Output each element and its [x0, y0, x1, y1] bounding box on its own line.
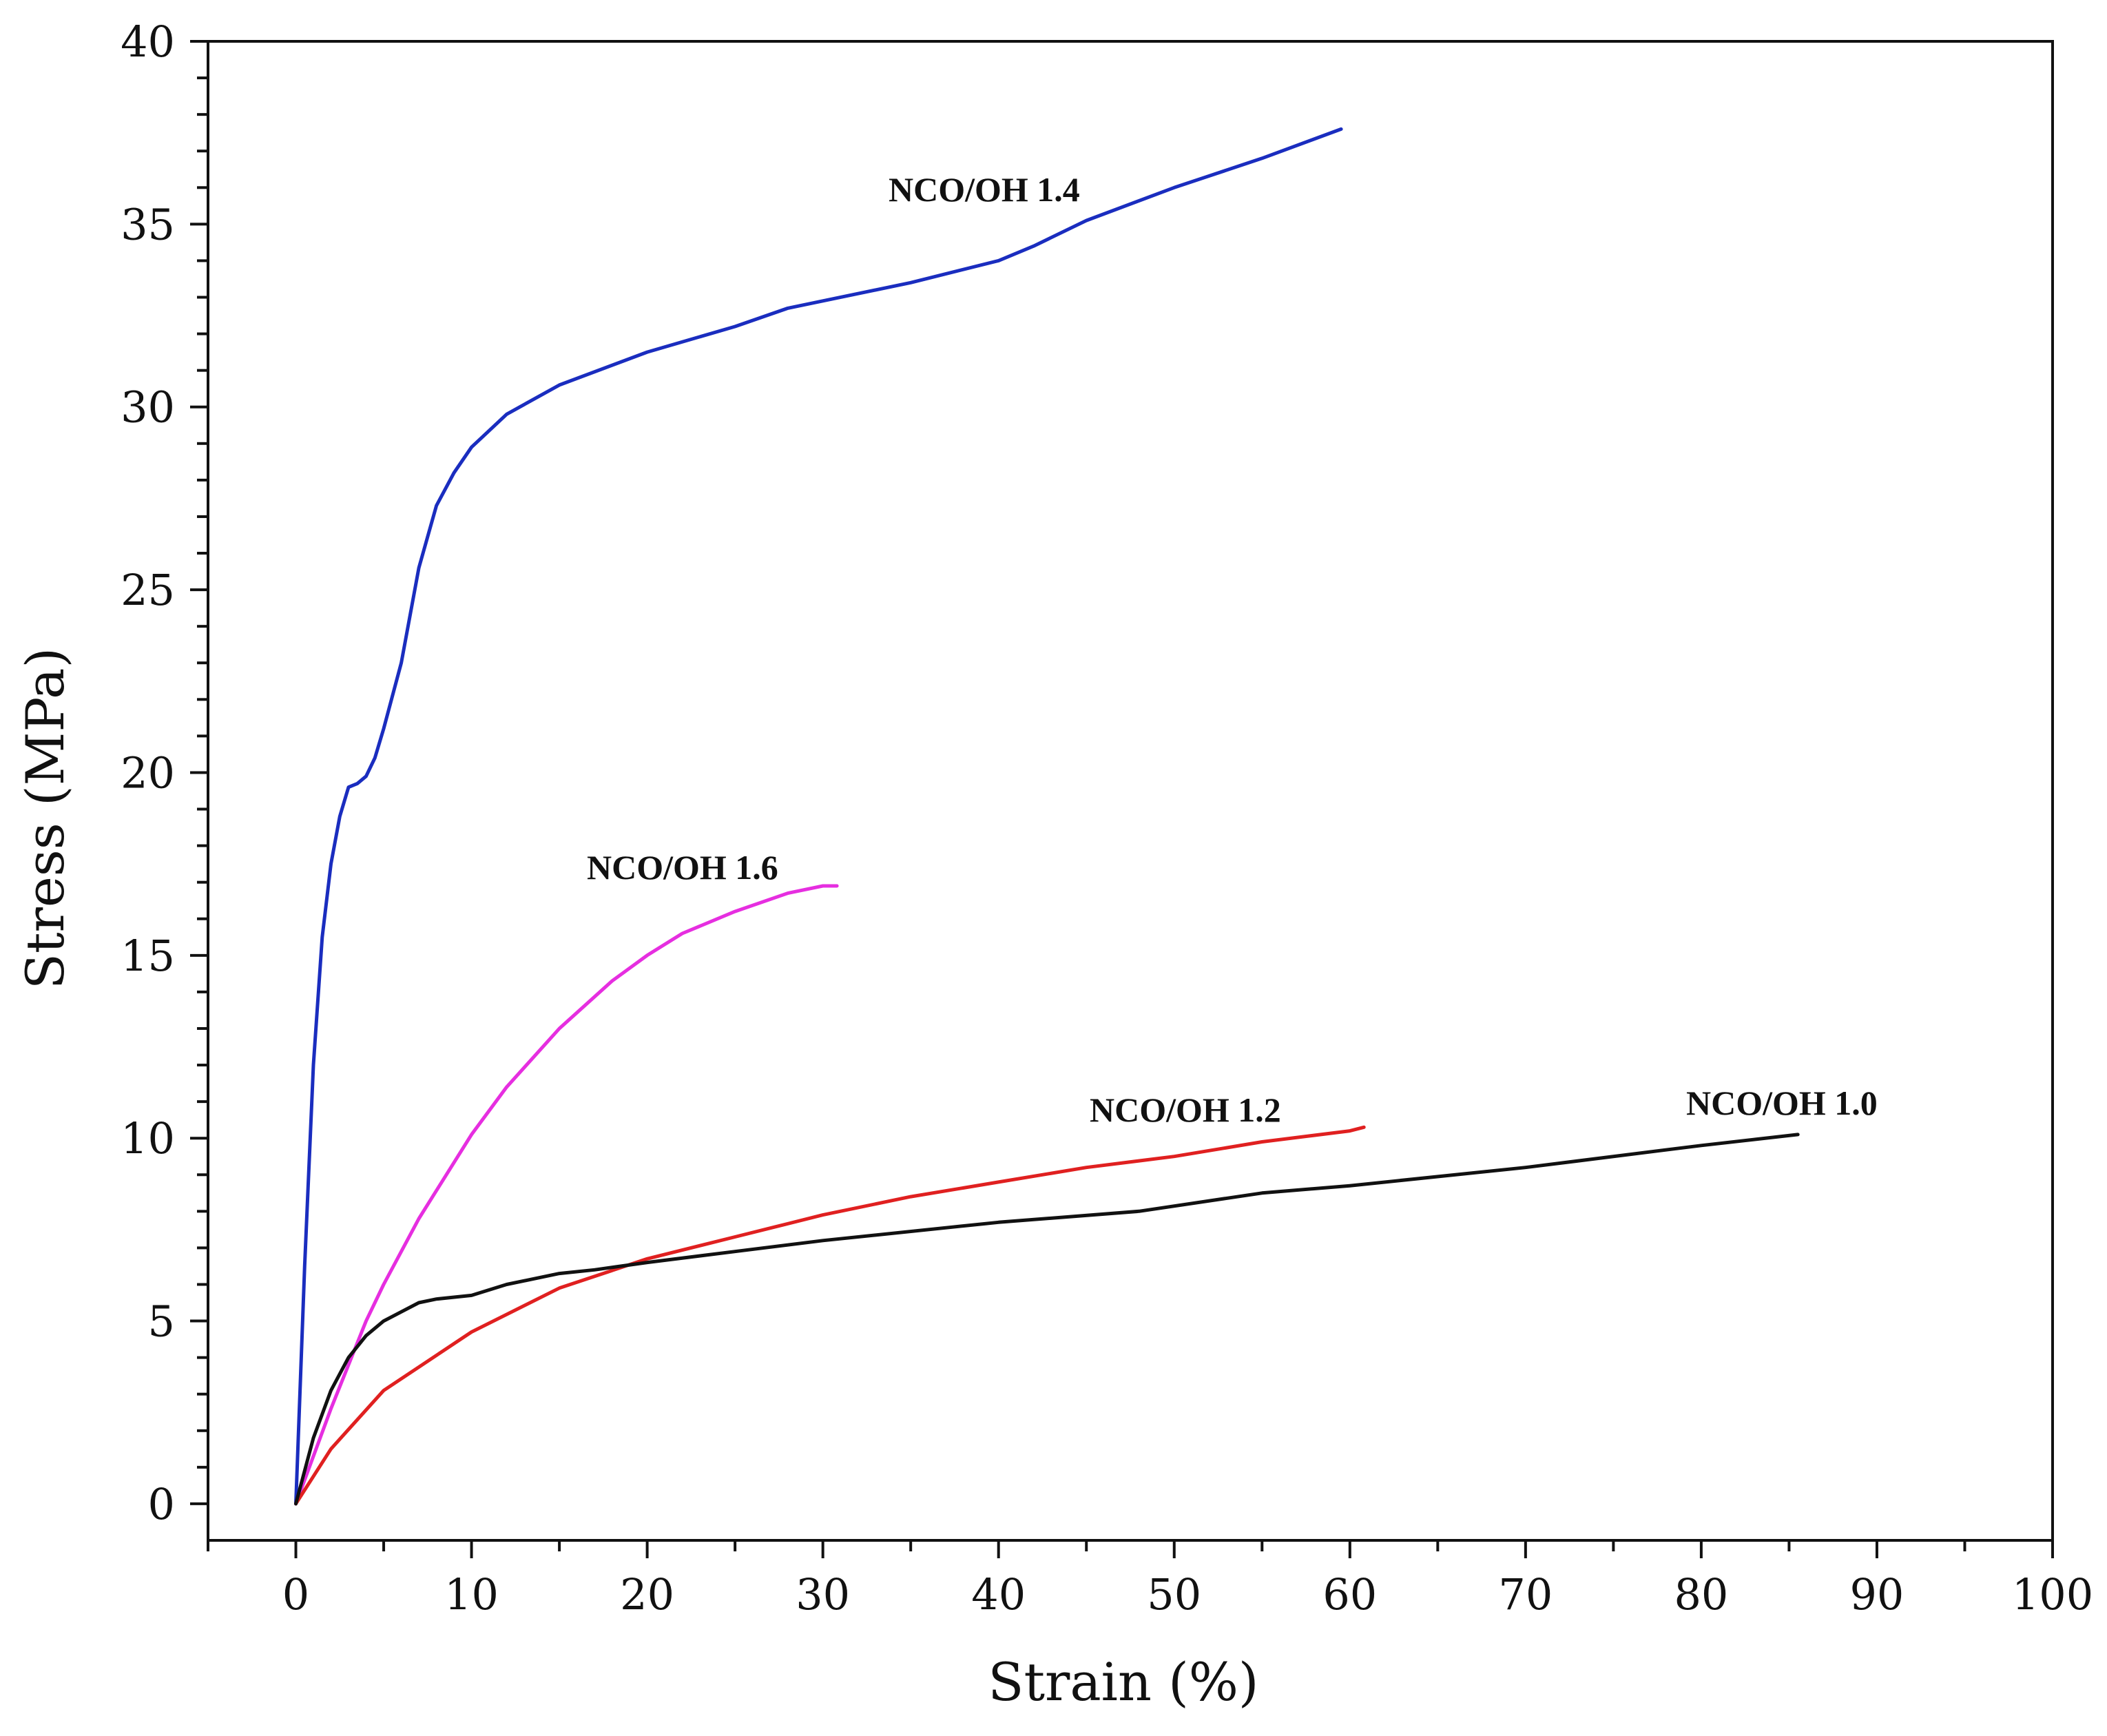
- series-line-nco-oh-1-2: [294, 1125, 1366, 1506]
- labels-layer: Strain (%) Stress (MPa) NCO/OH 1.4 NCO/OH 1…: [14, 170, 1878, 1713]
- y-tick-label: 5: [148, 1296, 175, 1347]
- curve-label-nco-oh-1-2: NCO/OH 1.2: [1090, 1091, 1281, 1129]
- x-tick-label: 100: [2012, 1569, 2093, 1620]
- y-axis-title: Stress (MPa): [14, 648, 76, 989]
- plot-frame: [207, 40, 2054, 1542]
- x-axis-title: Strain (%): [988, 1651, 1258, 1713]
- series-layer: [294, 127, 1800, 1506]
- series-line-nco-oh-1-4: [294, 127, 1343, 1506]
- curve-label-nco-oh-1-0: NCO/OH 1.0: [1686, 1084, 1878, 1122]
- x-tick-label: 60: [1322, 1569, 1377, 1620]
- y-tick-label: 40: [121, 17, 175, 67]
- x-tick-label: 0: [282, 1569, 309, 1620]
- x-tick-label: 10: [444, 1569, 499, 1620]
- x-tick-label: 30: [796, 1569, 850, 1620]
- y-tick-label: 20: [121, 747, 175, 798]
- curve-label-nco-oh-1-4: NCO/OH 1.4: [889, 170, 1080, 209]
- y-tick-label: 10: [121, 1113, 175, 1164]
- y-tick-label: 25: [121, 565, 175, 615]
- y-tick-label: 0: [148, 1479, 175, 1529]
- x-tick-label: 70: [1498, 1569, 1553, 1620]
- x-tick-label: 50: [1147, 1569, 1201, 1620]
- axes-layer: 0 10 20 30 40 50 60 70 80 90 100 0 5 10 15 20 25 30 35 40: [121, 17, 2093, 1620]
- x-tick-label: 40: [971, 1569, 1026, 1620]
- y-tick-label: 30: [121, 382, 175, 433]
- x-tick-label: 90: [1849, 1569, 1904, 1620]
- y-tick-label: 35: [121, 199, 175, 249]
- series-line-nco-oh-1-6: [294, 884, 839, 1506]
- y-tick-label: 15: [121, 931, 175, 981]
- series-line-nco-oh-1-0: [294, 1133, 1800, 1506]
- x-tick-label: 80: [1674, 1569, 1728, 1620]
- curve-label-nco-oh-1-6: NCO/OH 1.6: [587, 848, 778, 887]
- x-tick-label: 20: [620, 1569, 674, 1620]
